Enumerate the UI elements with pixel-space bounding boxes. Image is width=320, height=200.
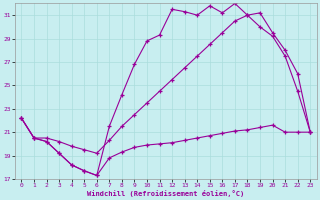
X-axis label: Windchill (Refroidissement éolien,°C): Windchill (Refroidissement éolien,°C) [87,190,244,197]
